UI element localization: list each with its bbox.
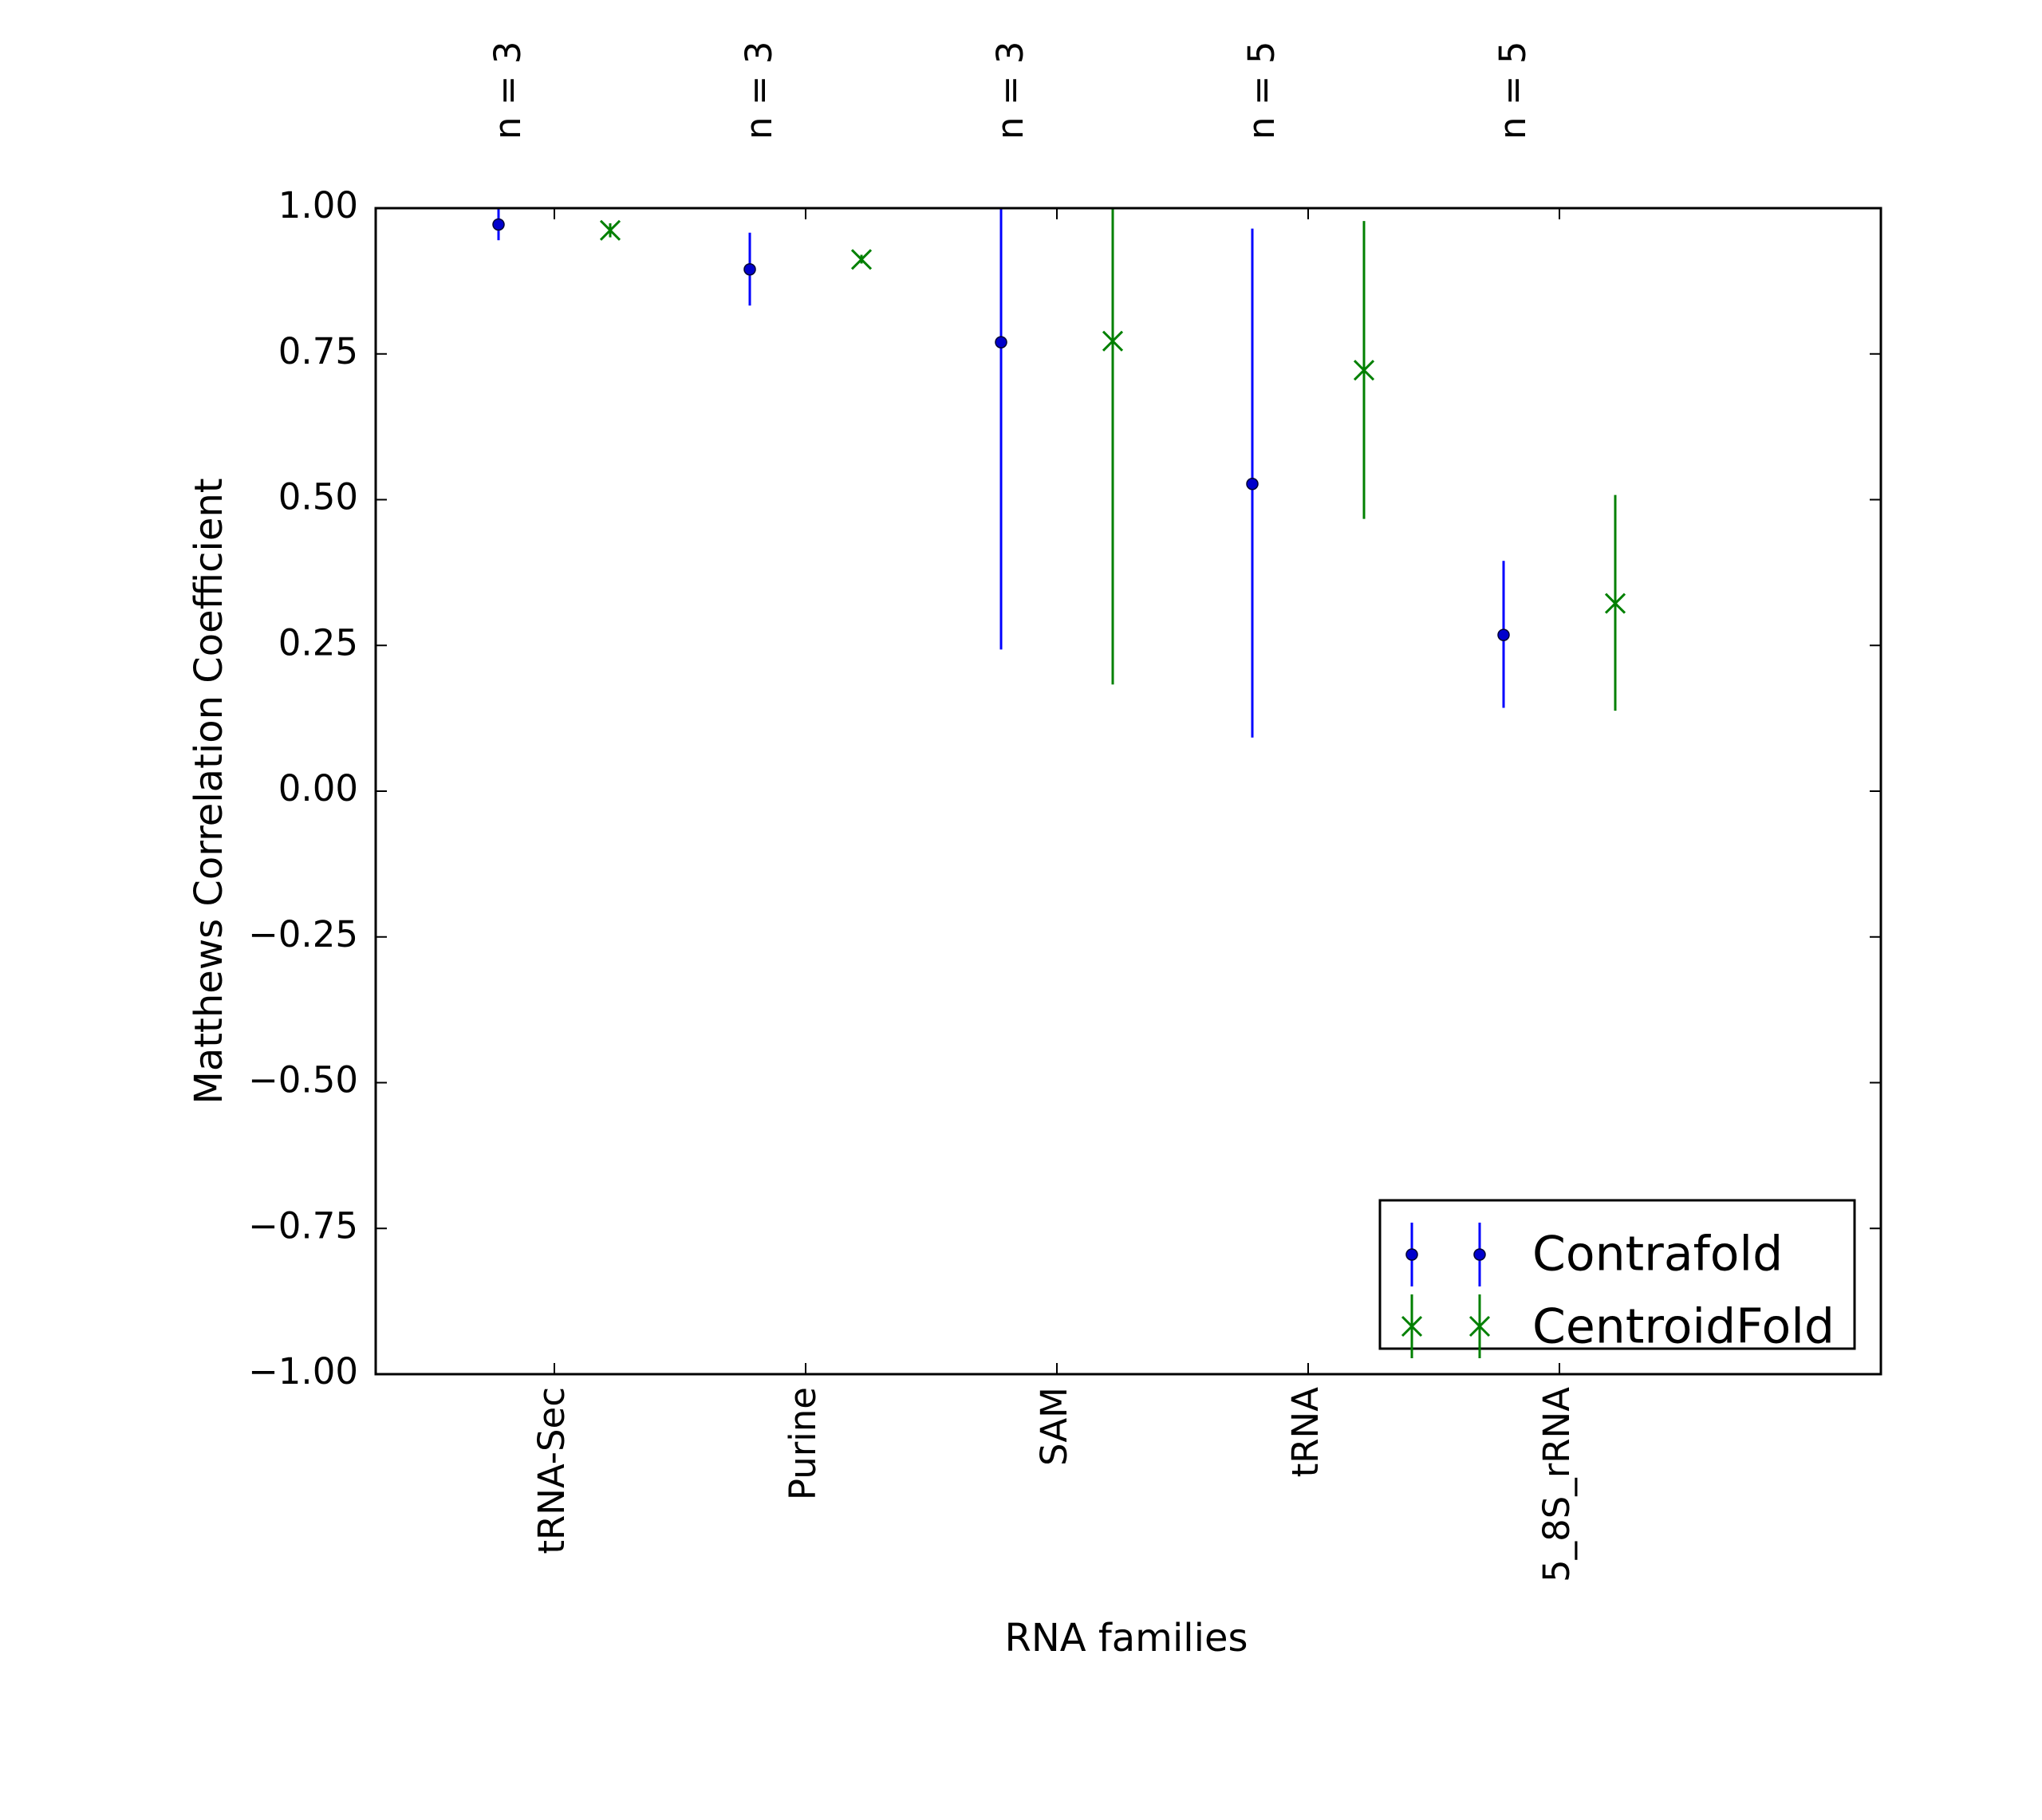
legend-marks <box>1401 1223 1491 1358</box>
data-point <box>1604 593 1626 614</box>
data-point <box>995 336 1007 349</box>
x-axis-title: RNA families <box>1005 1616 1248 1660</box>
x-tick-label: 5_8S_rRNA <box>1535 1387 1578 1582</box>
sample-count-label: n = 3 <box>738 41 780 140</box>
x-tick-label: tRNA-Sec <box>530 1387 573 1554</box>
sample-count-label: n = 5 <box>1492 41 1534 140</box>
x-tick-label: Purine <box>782 1387 824 1500</box>
data-series <box>492 208 1626 738</box>
y-axis-title: Matthews Correlation Coefficient <box>187 478 231 1104</box>
data-point <box>1102 330 1124 352</box>
y-tick-label: −0.75 <box>248 1204 358 1247</box>
legend-marker <box>1468 1315 1491 1337</box>
x-axis-ticks: tRNA-Sec Purine SAM tRNA 5_8S_rRNA <box>530 208 1578 1582</box>
y-tick-label: 1.00 <box>278 184 358 227</box>
legend-label-centroidfold: CentroidFold <box>1532 1299 1835 1355</box>
legend-marker <box>1405 1248 1418 1261</box>
y-tick-label: −1.00 <box>248 1350 358 1393</box>
sample-count-label: n = 5 <box>1240 41 1283 140</box>
legend-marker <box>1473 1248 1486 1261</box>
legend: Contrafold CentroidFold <box>1378 1199 1856 1358</box>
data-point <box>492 218 505 231</box>
x-tick-label: tRNA <box>1284 1387 1327 1478</box>
plot-frame <box>374 207 1882 1376</box>
data-point <box>1497 628 1510 641</box>
y-tick-label: 0.00 <box>278 767 358 810</box>
y-tick-label: 0.25 <box>278 621 358 664</box>
data-point <box>1246 478 1259 490</box>
data-point <box>1353 360 1375 381</box>
legend-marker <box>1401 1315 1423 1337</box>
y-tick-label: 0.75 <box>278 330 358 372</box>
data-point <box>850 249 873 270</box>
y-tick-label: −0.25 <box>248 913 358 955</box>
y-axis-ticks: 1.00 0.75 0.50 0.25 0.00 −0.25 −0.50 −0.75 −1.00 <box>248 184 1881 1393</box>
legend-label-contrafold: Contrafold <box>1532 1227 1783 1282</box>
sample-counts: n = 3 n = 3 n = 3 n = 5 n = 5 <box>487 41 1534 140</box>
sample-count-label: n = 3 <box>487 41 529 140</box>
sample-count-label: n = 3 <box>989 41 1031 140</box>
y-tick-label: −0.50 <box>248 1059 358 1101</box>
y-tick-label: 0.50 <box>278 476 358 518</box>
x-tick-label: SAM <box>1033 1387 1075 1466</box>
legend-box <box>1378 1199 1856 1350</box>
data-point <box>743 263 756 276</box>
data-point <box>599 219 621 241</box>
